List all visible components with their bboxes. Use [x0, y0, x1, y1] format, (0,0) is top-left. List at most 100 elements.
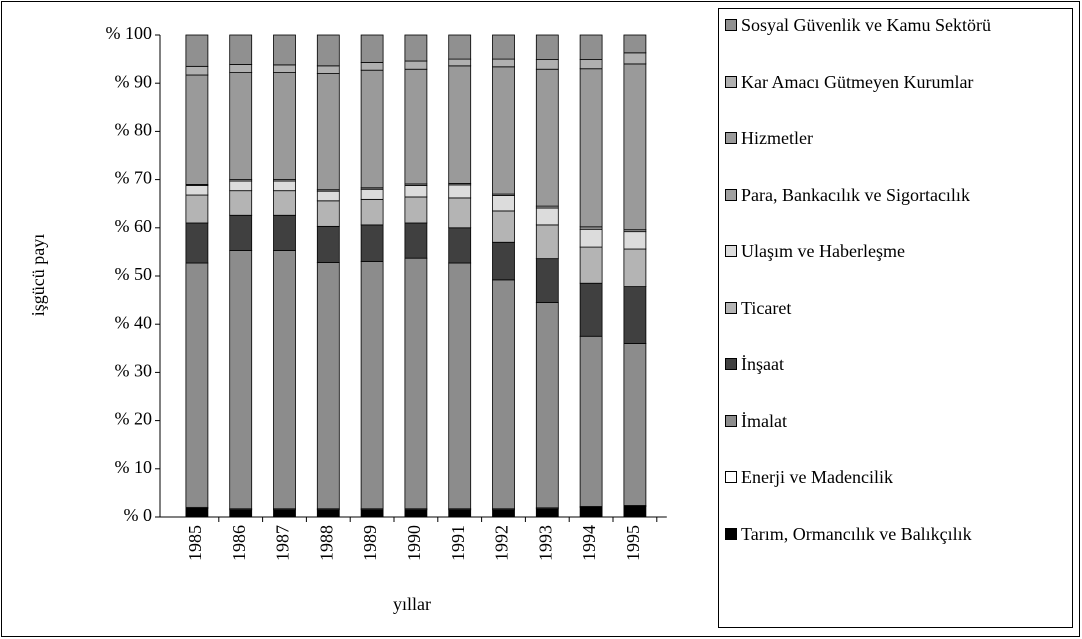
bar-segment — [492, 241, 515, 281]
bar-segment — [316, 65, 340, 74]
bar-segment — [492, 195, 515, 212]
x-tick-label: 1990 — [404, 525, 424, 561]
bar-segment — [404, 184, 428, 198]
legend-swatch — [725, 188, 737, 201]
x-tick-label: 1993 — [535, 525, 555, 561]
bar-segment — [448, 65, 472, 184]
legend-label: İnşaat — [741, 354, 784, 374]
bar-segment — [273, 180, 296, 192]
bar-segment — [185, 262, 209, 508]
bar-segment — [185, 184, 209, 196]
bar-segment — [579, 282, 603, 337]
legend-item: Tarım, Ormancılık ve Balıkçılık — [725, 524, 1066, 581]
bar-segment — [579, 506, 603, 518]
legend-item: Para, Bankacılık ve Sigortacılık — [725, 185, 1066, 242]
bar-segment — [229, 509, 253, 518]
bar-segment — [448, 197, 472, 229]
bar-segment — [448, 262, 472, 510]
bar-segment — [579, 34, 603, 60]
bar-segment — [579, 246, 603, 284]
bar-segment — [185, 507, 209, 518]
legend-swatch — [725, 358, 737, 370]
legend-swatch — [725, 527, 737, 540]
bar-segment — [623, 63, 647, 231]
bar-segment — [579, 335, 603, 507]
y-tick-label: % 100 — [106, 23, 153, 43]
bar-segment — [229, 190, 253, 216]
legend-label: Hizmetler — [741, 128, 813, 148]
bar-segment — [623, 505, 647, 518]
bar-segment — [623, 34, 647, 54]
bar-segment — [360, 69, 384, 189]
bar-segment — [535, 59, 559, 70]
x-tick-label: 1995 — [623, 525, 643, 561]
bar-segment — [229, 72, 253, 180]
bar-segment — [273, 214, 296, 251]
legend-label: Ulaşım ve Haberleşme — [741, 241, 905, 261]
bar-segment — [535, 207, 559, 226]
bar-segment — [273, 34, 296, 66]
bar-segment — [623, 343, 647, 506]
legend-label: Ticaret — [741, 297, 792, 318]
bar-segment — [404, 257, 428, 510]
legend-label: Tarım, Ormancılık ve Balıkçılık — [741, 523, 972, 544]
legend-swatch — [725, 132, 737, 144]
legend-swatch — [725, 19, 737, 31]
legend-item: Ticaret — [725, 298, 1066, 355]
legend-swatch — [725, 414, 737, 427]
bar-segment — [273, 250, 296, 510]
bar-segment — [535, 34, 559, 60]
bar-segment — [579, 228, 603, 248]
y-tick-label: % 70 — [115, 168, 153, 188]
bar-segment — [185, 65, 209, 76]
bar-segment — [229, 214, 253, 251]
bar-segment — [316, 34, 340, 67]
bar-segment — [404, 196, 428, 224]
bar-segment — [535, 68, 559, 207]
x-tick-label: 1991 — [448, 525, 468, 561]
bar-segment — [535, 302, 559, 509]
bar-segment — [492, 34, 515, 60]
bar-segment — [273, 509, 296, 518]
bar-segment — [404, 34, 428, 62]
legend-label: Para, Bankacılık ve Sigortacılık — [741, 184, 970, 205]
bar-segment — [316, 190, 340, 202]
bar-segment — [229, 180, 253, 192]
bar-segment — [273, 190, 296, 216]
bar-segment — [492, 58, 515, 68]
bar-segment — [623, 231, 647, 250]
x-tick-label: 1992 — [492, 525, 512, 561]
legend-item: İmalat — [725, 411, 1066, 468]
y-tick-label: % 50 — [115, 264, 153, 284]
legend-item: Enerji ve Madencilik — [725, 467, 1066, 524]
bar-segment — [273, 72, 296, 180]
bar-segment — [360, 198, 384, 226]
bar-segment — [273, 64, 296, 73]
y-tick-label: % 0 — [124, 505, 153, 525]
bar-segment — [185, 74, 209, 185]
bar-segment — [316, 200, 340, 227]
bar-segment — [623, 248, 647, 288]
x-tick-label: 1987 — [273, 525, 293, 561]
y-tick-label: % 30 — [115, 361, 153, 381]
bar-segment — [535, 508, 559, 518]
x-tick-label: 1994 — [579, 525, 599, 561]
x-tick-label: 1989 — [360, 525, 380, 561]
bar-segment — [492, 509, 515, 518]
y-tick-label: % 10 — [115, 457, 153, 477]
bar-segment — [316, 262, 340, 510]
x-tick-label: 1985 — [185, 525, 205, 561]
bar-segment — [492, 66, 515, 195]
bar-segment — [448, 509, 472, 518]
bar-segment — [579, 68, 603, 228]
legend-swatch — [725, 471, 737, 483]
legend-label: İmalat — [741, 410, 787, 431]
bar-segment — [360, 62, 384, 71]
y-tick-label: % 60 — [115, 216, 153, 236]
bar-segment — [360, 34, 384, 63]
bar-segment — [448, 184, 472, 199]
y-axis-title: işgücü payı — [28, 234, 48, 317]
bar-segment — [360, 261, 384, 510]
